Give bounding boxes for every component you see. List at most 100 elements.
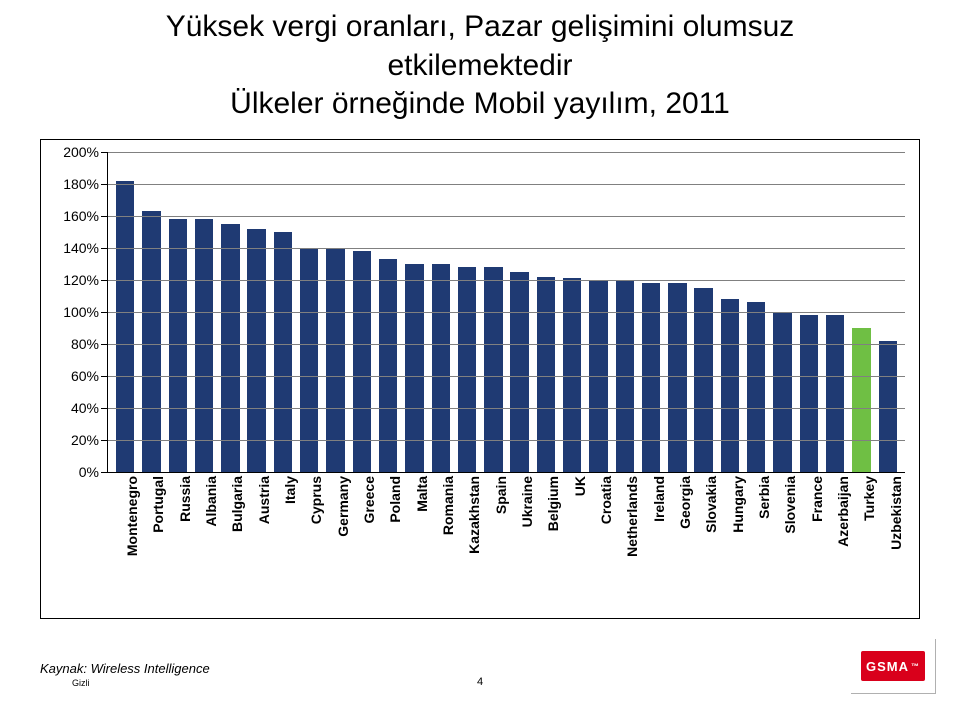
slide-title-line1: Yüksek vergi oranları, Pazar gelişimini … (40, 10, 920, 45)
bar-slot (349, 251, 375, 472)
x-slot: Hungary (717, 472, 743, 606)
brand-logo-text: GSMA™ (861, 651, 925, 681)
y-tick-label: 100% (55, 304, 99, 320)
bar (721, 299, 739, 472)
x-slot: Portugal (137, 472, 163, 606)
x-slot: Ireland (638, 472, 664, 606)
plot-wrap: 0%20%40%60%80%100%120%140%160%180%200% M… (55, 152, 905, 606)
bar-slot (243, 229, 269, 472)
y-tick-label: 120% (55, 272, 99, 288)
bar (510, 272, 528, 472)
slide-subtitle: Ülkeler örneğinde Mobil yayılım, 2011 (40, 87, 920, 121)
gridline (108, 152, 905, 153)
bar-slot (296, 248, 322, 472)
gridline (108, 408, 905, 409)
x-slot: Austria (243, 472, 269, 606)
x-slot: Ukraine (506, 472, 532, 606)
bar-slot (138, 211, 164, 472)
bar (852, 328, 870, 472)
bar-slot (875, 341, 901, 472)
bar-slot (717, 299, 743, 472)
x-slot: Germany (322, 472, 348, 606)
bar (169, 219, 187, 472)
y-tick-label: 160% (55, 208, 99, 224)
y-tick-label: 140% (55, 240, 99, 256)
y-tick-label: 180% (55, 176, 99, 192)
bar (116, 181, 134, 472)
brand-logo: GSMA™ (851, 639, 936, 694)
bar (773, 312, 791, 472)
bar (879, 341, 897, 472)
x-slot: Romania (427, 472, 453, 606)
x-slot: UK (559, 472, 585, 606)
bar-slot (191, 219, 217, 472)
gridline (108, 216, 905, 217)
y-tick-label: 200% (55, 144, 99, 160)
gridline (108, 248, 905, 249)
x-slot: Uzbekistan (875, 472, 901, 606)
x-slot: Turkey (848, 472, 874, 606)
x-slot: Italy (269, 472, 295, 606)
bar-slot (112, 181, 138, 472)
bar (274, 232, 292, 472)
gridline (108, 184, 905, 185)
bar (142, 211, 160, 472)
gridline (108, 312, 905, 313)
x-slot: Spain (480, 472, 506, 606)
bar (694, 288, 712, 472)
gridline (108, 440, 905, 441)
chart-frame: 0%20%40%60%80%100%120%140%160%180%200% M… (40, 139, 920, 619)
bar-slot (480, 267, 506, 472)
bar (353, 251, 371, 472)
bar-slot (217, 224, 243, 472)
x-slot: Slovakia (690, 472, 716, 606)
x-slot: Netherlands (611, 472, 637, 606)
bar (747, 302, 765, 472)
bar-slot (822, 315, 848, 472)
x-slot: France (796, 472, 822, 606)
plot-area (107, 152, 905, 473)
bar-slot (691, 288, 717, 472)
x-slot: Azerbaijan (822, 472, 848, 606)
bar-slot (533, 277, 559, 472)
bar-slot (454, 267, 480, 472)
x-axis-labels: MontenegroPortugalRussiaAlbaniaBulgariaA… (107, 472, 905, 606)
bar (300, 248, 318, 472)
bar (826, 315, 844, 472)
x-slot: Croatia (585, 472, 611, 606)
y-tick-label: 20% (55, 432, 99, 448)
gridline (108, 376, 905, 377)
x-slot: Russia (164, 472, 190, 606)
x-slot: Albania (190, 472, 216, 606)
source-footer: Kaynak: Wireless Intelligence (40, 661, 210, 676)
x-slot: Greece (348, 472, 374, 606)
y-tick-label: 80% (55, 336, 99, 352)
y-axis: 0%20%40%60%80%100%120%140%160%180%200% (55, 152, 105, 472)
confidential-label: Gizli (72, 678, 90, 688)
bar-slot (506, 272, 532, 472)
x-slot: Cyprus (295, 472, 321, 606)
x-slot: Poland (374, 472, 400, 606)
x-slot: Kazakhstan (453, 472, 479, 606)
gridline (108, 344, 905, 345)
bar (484, 267, 502, 472)
x-slot: Belgium (532, 472, 558, 606)
page-number: 4 (477, 676, 483, 688)
y-tick-label: 40% (55, 400, 99, 416)
bar-slot (796, 315, 822, 472)
y-tick-label: 0% (55, 464, 99, 480)
bar-slot (322, 248, 348, 472)
slide: Yüksek vergi oranları, Pazar gelişimini … (0, 0, 960, 718)
bar-slot (270, 232, 296, 472)
gridline (108, 280, 905, 281)
bar (458, 267, 476, 472)
bar (247, 229, 265, 472)
bar (326, 248, 344, 472)
bar (800, 315, 818, 472)
bar-slot (769, 312, 795, 472)
x-slot: Georgia (664, 472, 690, 606)
x-slot: Malta (401, 472, 427, 606)
x-slot: Montenegro (111, 472, 137, 606)
bar (537, 277, 555, 472)
x-slot: Bulgaria (216, 472, 242, 606)
